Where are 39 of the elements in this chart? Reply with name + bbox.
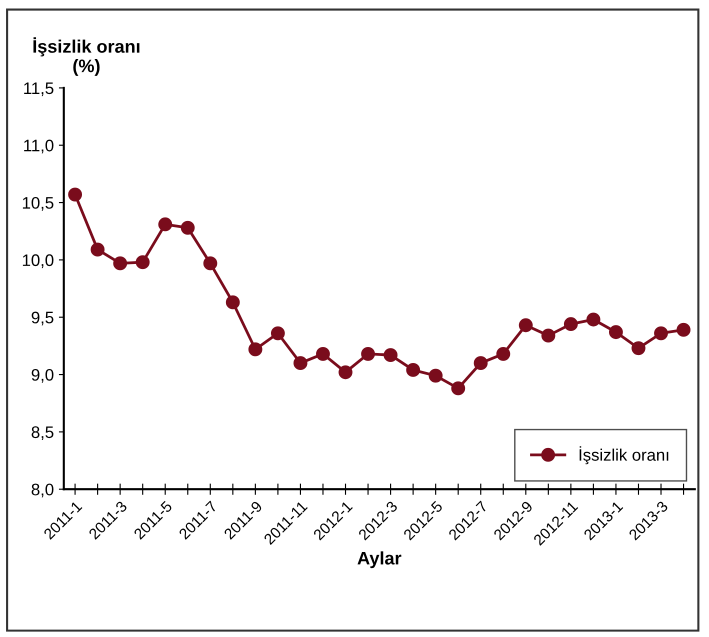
point <box>496 346 510 361</box>
point <box>676 322 690 337</box>
point <box>609 325 623 340</box>
point <box>113 256 128 270</box>
point <box>248 342 262 356</box>
point <box>518 318 533 332</box>
point <box>586 312 600 326</box>
y-tick-label: 11,5 <box>24 82 54 96</box>
point <box>361 346 375 361</box>
point <box>474 356 488 370</box>
point <box>451 381 466 396</box>
point <box>428 368 443 383</box>
point <box>68 188 82 202</box>
point <box>384 348 398 362</box>
y-tick-label: 9,0 <box>32 368 54 383</box>
y-tick-label: 11,0 <box>24 140 54 154</box>
y-tick-label: 8,5 <box>32 426 54 440</box>
y-axis-title: İşsizlik oranı (%) <box>33 37 140 76</box>
point <box>338 365 352 380</box>
point <box>203 256 218 270</box>
point <box>90 242 105 257</box>
x-axis-title: Aylar <box>358 551 402 568</box>
point <box>316 346 330 361</box>
point <box>654 326 668 340</box>
point <box>406 363 420 377</box>
point <box>293 356 308 370</box>
y-tick-label: 10,0 <box>22 254 54 268</box>
legend-label: İşsizlik oranı <box>580 446 668 464</box>
y-tick-label: 8,0 <box>32 484 54 498</box>
point <box>541 328 556 343</box>
point <box>270 326 285 340</box>
point <box>226 295 240 310</box>
y-tick-label: 9,5 <box>32 312 54 326</box>
point <box>180 220 195 235</box>
point <box>564 317 578 332</box>
point <box>632 341 646 356</box>
y-tick-label: 10,5 <box>22 196 54 211</box>
point <box>158 217 172 232</box>
point <box>136 255 150 270</box>
